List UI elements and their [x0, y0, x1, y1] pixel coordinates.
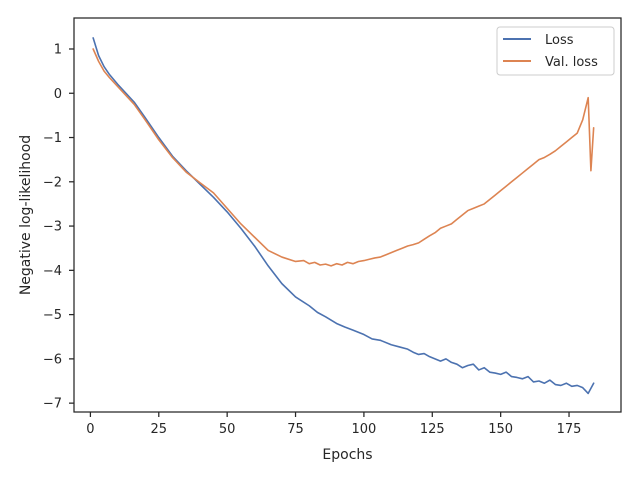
- y-tick-label: −4: [43, 264, 62, 279]
- x-tick-label: 100: [351, 422, 376, 437]
- y-tick-label: −5: [43, 308, 62, 323]
- y-tick-label: 1: [54, 42, 62, 57]
- x-tick-label: 175: [557, 422, 582, 437]
- y-tick-label: −7: [43, 397, 62, 412]
- y-tick-label: −1: [43, 131, 62, 146]
- plot-lines: [92, 37, 595, 395]
- x-axis: 0 25 50 75 100 125 150 175: [86, 412, 581, 437]
- x-tick-label: 0: [86, 422, 94, 437]
- plot-frame: [73, 17, 622, 413]
- x-axis-title: Epochs: [322, 447, 372, 463]
- series-line-1: [92, 48, 595, 267]
- y-tick-label: −6: [43, 352, 62, 367]
- legend: Loss Val. loss: [496, 26, 615, 76]
- y-axis-title: Negative log-likelihood: [18, 135, 34, 295]
- y-tick-label: 0: [54, 87, 62, 102]
- y-tick-label: −3: [43, 220, 62, 235]
- y-axis: 1 0 −1 −2 −3 −4 −5 −6 −7: [43, 42, 74, 412]
- x-tick-label: 25: [151, 422, 168, 437]
- x-tick-label: 75: [287, 422, 304, 437]
- x-tick-label: 125: [420, 422, 445, 437]
- y-tick-label: −2: [43, 175, 62, 190]
- x-tick-label: 150: [488, 422, 513, 437]
- legend-label-loss: Loss: [545, 33, 574, 48]
- legend-label-val-loss: Val. loss: [545, 55, 598, 70]
- x-tick-label: 50: [219, 422, 236, 437]
